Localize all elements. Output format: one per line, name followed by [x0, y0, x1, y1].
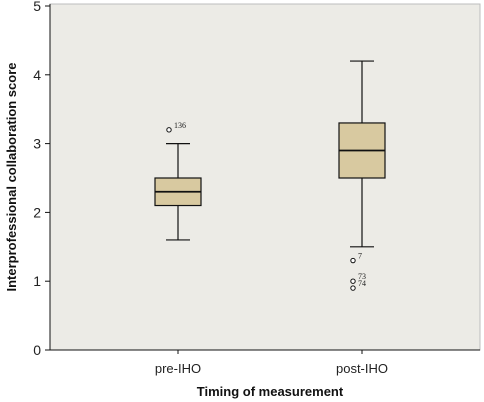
outlier-label: 74 — [358, 279, 366, 288]
y-axis-title: Interprofessional collaboration score — [4, 63, 19, 292]
box-pre-IHO: 136 — [154, 121, 202, 241]
y-tick-label: 5 — [33, 0, 41, 14]
outlier-label: 73 — [358, 272, 366, 281]
x-tick-label: post-IHO — [336, 361, 388, 376]
y-tick-label: 3 — [33, 136, 41, 152]
outlier-point — [350, 278, 356, 284]
outlier-point — [350, 285, 356, 291]
plot-area — [49, 3, 481, 351]
y-axis: 0 1 2 3 4 5 — [33, 0, 51, 358]
outlier-label: 7 — [358, 252, 362, 261]
outlier-label: 136 — [174, 121, 186, 130]
y-tick-label: 4 — [33, 67, 41, 83]
y-tick-label: 1 — [33, 273, 41, 289]
y-tick-label: 2 — [33, 204, 41, 220]
x-tick-label: pre-IHO — [155, 361, 201, 376]
outlier-point — [350, 257, 356, 264]
x-axis-title: Timing of measurement — [197, 384, 344, 399]
x-axis: pre-IHO post-IHO — [50, 349, 480, 376]
outlier-point — [166, 127, 172, 133]
y-tick-label: 0 — [33, 342, 41, 358]
